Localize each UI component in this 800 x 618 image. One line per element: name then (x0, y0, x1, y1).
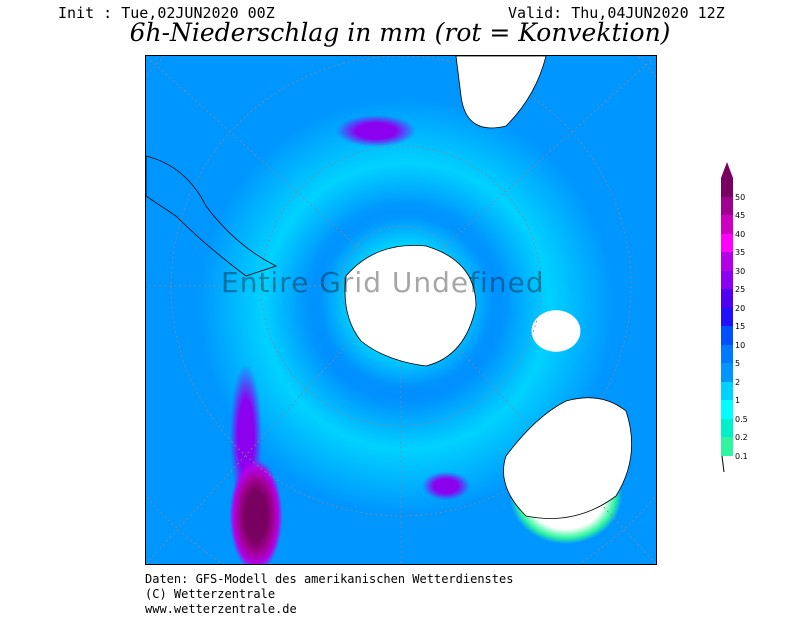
legend-band: 0.1 (721, 437, 748, 461)
init-time: Init : Tue,02JUN2020 00Z (58, 4, 275, 22)
legend-label: 10 (735, 340, 746, 350)
legend-label: 5 (735, 359, 741, 368)
copyright: (C) Wetterzentrale (145, 587, 276, 601)
legend-label: 2 (735, 377, 741, 387)
precipitation-map: Entire Grid Undefined (145, 55, 657, 565)
legend-band: 30 (721, 252, 745, 276)
legend-label: 15 (735, 322, 746, 331)
legend-label: 40 (735, 229, 746, 239)
legend-tail (721, 455, 725, 472)
map-title: 6h-Niederschlag in mm (rot = Konvektion) (129, 18, 671, 47)
legend-band: 1 (721, 381, 740, 405)
legend-label: 45 (735, 211, 746, 220)
color-legend: 50 45 40 35 30 25 20 15 10 5 2 1 0.5 0.2 0.1 (721, 162, 748, 472)
legend-band: 15 (721, 307, 745, 331)
legend-label: 50 (735, 192, 746, 202)
legend-label: 30 (735, 266, 746, 276)
website-link[interactable]: www.wetterzentrale.de (145, 602, 297, 616)
lat-lon-grid (146, 56, 656, 564)
legend-label: 0.1 (735, 451, 748, 461)
legend-band: 40 (721, 215, 745, 239)
legend-overflow-arrow (721, 162, 733, 178)
legend-label: 1 (735, 396, 741, 405)
legend-band: 50 (721, 178, 745, 202)
data-source: Daten: GFS-Modell des amerikanischen Wet… (145, 572, 514, 586)
legend-band: 45 (721, 196, 745, 220)
legend-band: 25 (721, 270, 745, 294)
legend-label: 20 (735, 303, 746, 313)
footer-credits: Daten: GFS-Modell des amerikanischen Wet… (145, 572, 513, 617)
legend-label: 25 (735, 285, 746, 294)
legend-label: 0.5 (735, 414, 748, 424)
legend-band: 10 (721, 326, 745, 350)
undefined-grid-watermark: Entire Grid Undefined (221, 266, 545, 299)
legend-band: 35 (721, 233, 745, 257)
valid-time: Valid: Thu,04JUN2020 12Z (508, 4, 725, 22)
legend-band: 5 (721, 344, 740, 368)
legend-label: 35 (735, 248, 746, 257)
legend-band: 0.2 (721, 418, 748, 442)
legend-band: 2 (721, 363, 740, 387)
legend-label: 0.2 (735, 433, 748, 442)
legend-band: 0.5 (721, 400, 748, 424)
legend-band: 20 (721, 289, 745, 313)
